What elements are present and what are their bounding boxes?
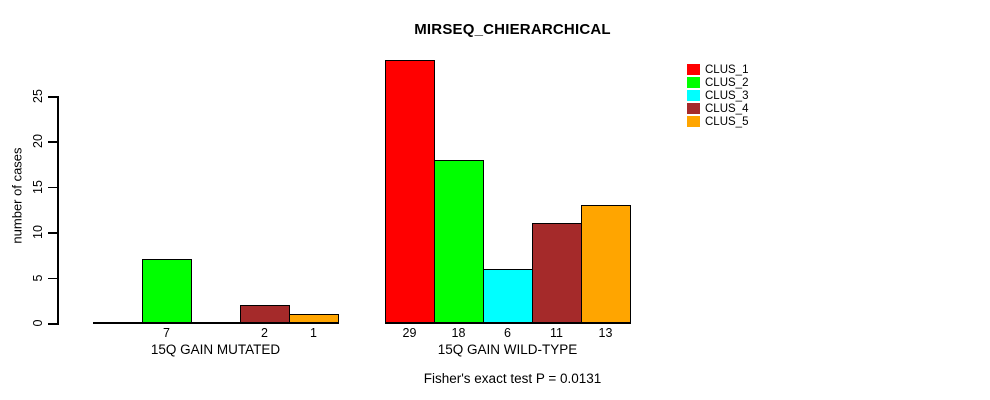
legend-swatch-clus_3 xyxy=(687,90,700,101)
bar-value-label: 1 xyxy=(310,326,317,340)
y-tick-label: 5 xyxy=(31,274,45,282)
legend: CLUS_1 CLUS_2 CLUS_3 CLUS_4 CLUS_5 xyxy=(687,63,748,128)
legend-swatch-clus_1 xyxy=(687,64,700,75)
bar-value-label: 2 xyxy=(261,326,268,340)
y-tick xyxy=(48,232,57,234)
legend-swatch-clus_4 xyxy=(687,103,700,114)
y-tick xyxy=(48,323,57,325)
legend-item-clus_2: CLUS_2 xyxy=(687,76,748,89)
legend-swatch-clus_5 xyxy=(687,116,700,127)
legend-item-clus_4: CLUS_4 xyxy=(687,102,748,115)
y-tick-label: 0 xyxy=(31,319,45,327)
bar-clus_4-2 xyxy=(532,223,582,324)
bar-value-label: 7 xyxy=(163,326,170,340)
bar-clus_1-2 xyxy=(385,59,435,324)
legend-item-clus_1: CLUS_1 xyxy=(687,63,748,76)
y-tick-label: 15 xyxy=(31,179,45,194)
bar-value-label: 29 xyxy=(402,326,417,340)
legend-swatch-clus_2 xyxy=(687,77,700,88)
bar-value-label: 13 xyxy=(598,326,613,340)
y-tick-label: 20 xyxy=(31,134,45,149)
bar-clus_2-2 xyxy=(434,159,484,324)
bar-clus_2-1 xyxy=(142,259,192,324)
group-label: 15Q GAIN MUTATED xyxy=(150,342,281,357)
legend-label: CLUS_5 xyxy=(705,115,749,128)
bar-clus_3-2 xyxy=(483,268,533,324)
y-axis-label: number of cases xyxy=(9,147,25,244)
bar-value-label: 18 xyxy=(451,326,466,340)
y-tick-label: 10 xyxy=(31,225,45,240)
legend-label: CLUS_2 xyxy=(705,76,749,89)
y-axis-line xyxy=(57,96,59,325)
y-tick xyxy=(48,141,57,143)
bar-clus_5-2 xyxy=(581,204,631,324)
bar-value-label: 11 xyxy=(550,326,563,340)
y-tick xyxy=(48,277,57,280)
chart-title: MIRSEQ_CHIERARCHICAL xyxy=(414,21,611,38)
y-tick xyxy=(48,186,57,189)
y-tick xyxy=(48,96,57,98)
bar-value-label: 6 xyxy=(504,326,511,340)
bar-clus_4-1 xyxy=(240,304,290,324)
y-tick-label: 25 xyxy=(31,89,45,103)
fisher-test-annotation: Fisher's exact test P = 0.0131 xyxy=(423,371,602,386)
bar-clus_5-1 xyxy=(289,313,339,324)
group-label: 15Q GAIN WILD-TYPE xyxy=(437,342,578,357)
legend-label: CLUS_4 xyxy=(705,102,749,115)
group-baseline xyxy=(93,322,339,324)
legend-label: CLUS_3 xyxy=(705,89,749,102)
legend-label: CLUS_1 xyxy=(705,63,749,76)
legend-item-clus_3: CLUS_3 xyxy=(687,89,748,102)
legend-item-clus_5: CLUS_5 xyxy=(687,115,748,128)
